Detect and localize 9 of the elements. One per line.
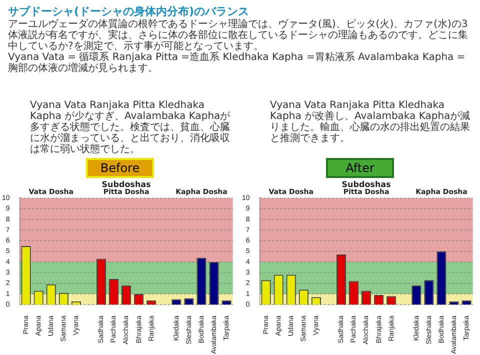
text: Vyana Vata Ranjaka Pitta Kledhaka Kapha が少なすぎ、Avalambaka Kaphaが多すぎる状態でした。検査では、貧血、心臓に水が溜まっている、と出ており、消化吸収は常に弱い状態でした。 xyxy=(30,100,232,156)
chart-subtitle: Subdoshas xyxy=(102,180,152,190)
text: Vyana Vata Ranjaka Pitta Kledhaka Kapha が改善し、Avalambaka Kaphaが減りました。輸血、心臓の水の排出処置の結果と推測できます。 xyxy=(270,100,472,146)
chart-title: Before xyxy=(86,158,154,178)
chart-title: After xyxy=(326,158,394,178)
text: サブドーシャ(ドーシャの身体内分布)のバランス xyxy=(8,4,250,18)
text: アーユルヴェーダの体質論の根幹であるドーシャ理論では、ヴァータ(風)、ピッタ(火)、カファ(水)の3体液説が有名ですが、実は、さらに体の各部位に散在しているドーシャの理論もあるのです。どこに集中しているか?を測定で、示す事が可能となっています。 xyxy=(8,19,469,52)
chart-subtitle: Subdoshas xyxy=(342,180,392,190)
text: Vyana Vata = 循環系 Ranjaka Pitta =造血系 Kledhaka Kapha =胃粘液系 Avalambaka Kapha =胸部の体液の増減が見られます。 xyxy=(8,52,466,74)
